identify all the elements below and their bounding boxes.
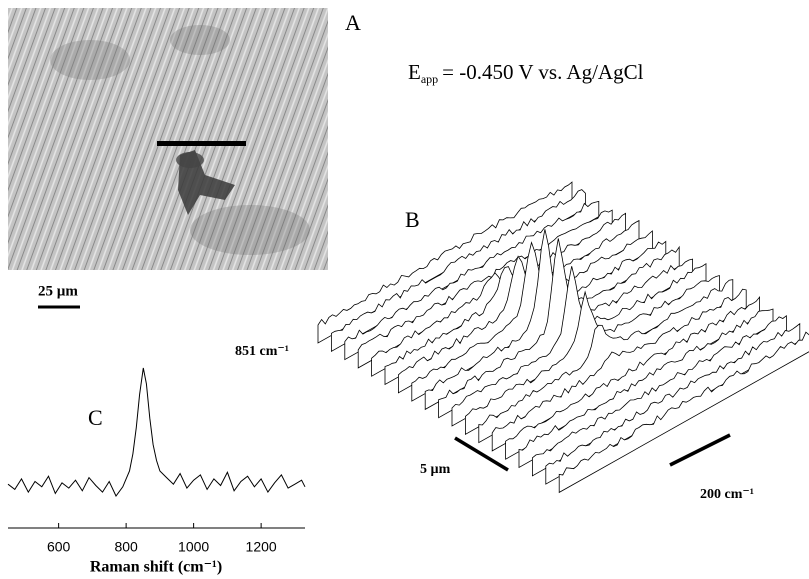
x-tick-label: 600 [47, 539, 71, 555]
spectrum-line [7, 367, 306, 497]
waterfall-trace [545, 322, 801, 485]
x-tick-label: 1200 [246, 539, 277, 555]
scale-bar-label: 25 µm [38, 283, 78, 299]
peak-annotation: 851 cm⁻¹ [235, 344, 289, 359]
waterfall-plot [317, 181, 809, 494]
scale-bar [454, 436, 509, 472]
waterfall-trace [518, 308, 774, 469]
waterfall-trace [532, 315, 787, 477]
micrograph [8, 8, 328, 270]
waterfall-trace [331, 189, 586, 352]
scale-bar [669, 433, 731, 467]
potential-label: Eapp = -0.450 V vs. Ag/AgCl [408, 60, 644, 86]
panel-label: C [88, 405, 103, 430]
x-axis-label: Raman shift (cm⁻¹) [90, 559, 222, 576]
x-tick-label: 1000 [178, 539, 209, 555]
panel-label: A [345, 10, 361, 35]
panel-label: B [405, 207, 420, 232]
scale-bar-label: 5 µm [420, 462, 451, 477]
waterfall-trace [317, 181, 573, 344]
potential-subscript: app [421, 72, 438, 86]
x-tick-label: 800 [114, 539, 138, 555]
scale-bar-label: 200 cm⁻¹ [700, 487, 754, 502]
waterfall-trace [491, 288, 747, 452]
waterfall-trace [344, 200, 600, 361]
spectrum-plot: 600 800 1000 1200 [7, 367, 306, 555]
waterfall-trace [505, 295, 760, 460]
potential-symbol: E [408, 60, 421, 84]
potential-text: = -0.450 V vs. Ag/AgCl [442, 60, 643, 84]
waterfall-trace [558, 331, 809, 494]
